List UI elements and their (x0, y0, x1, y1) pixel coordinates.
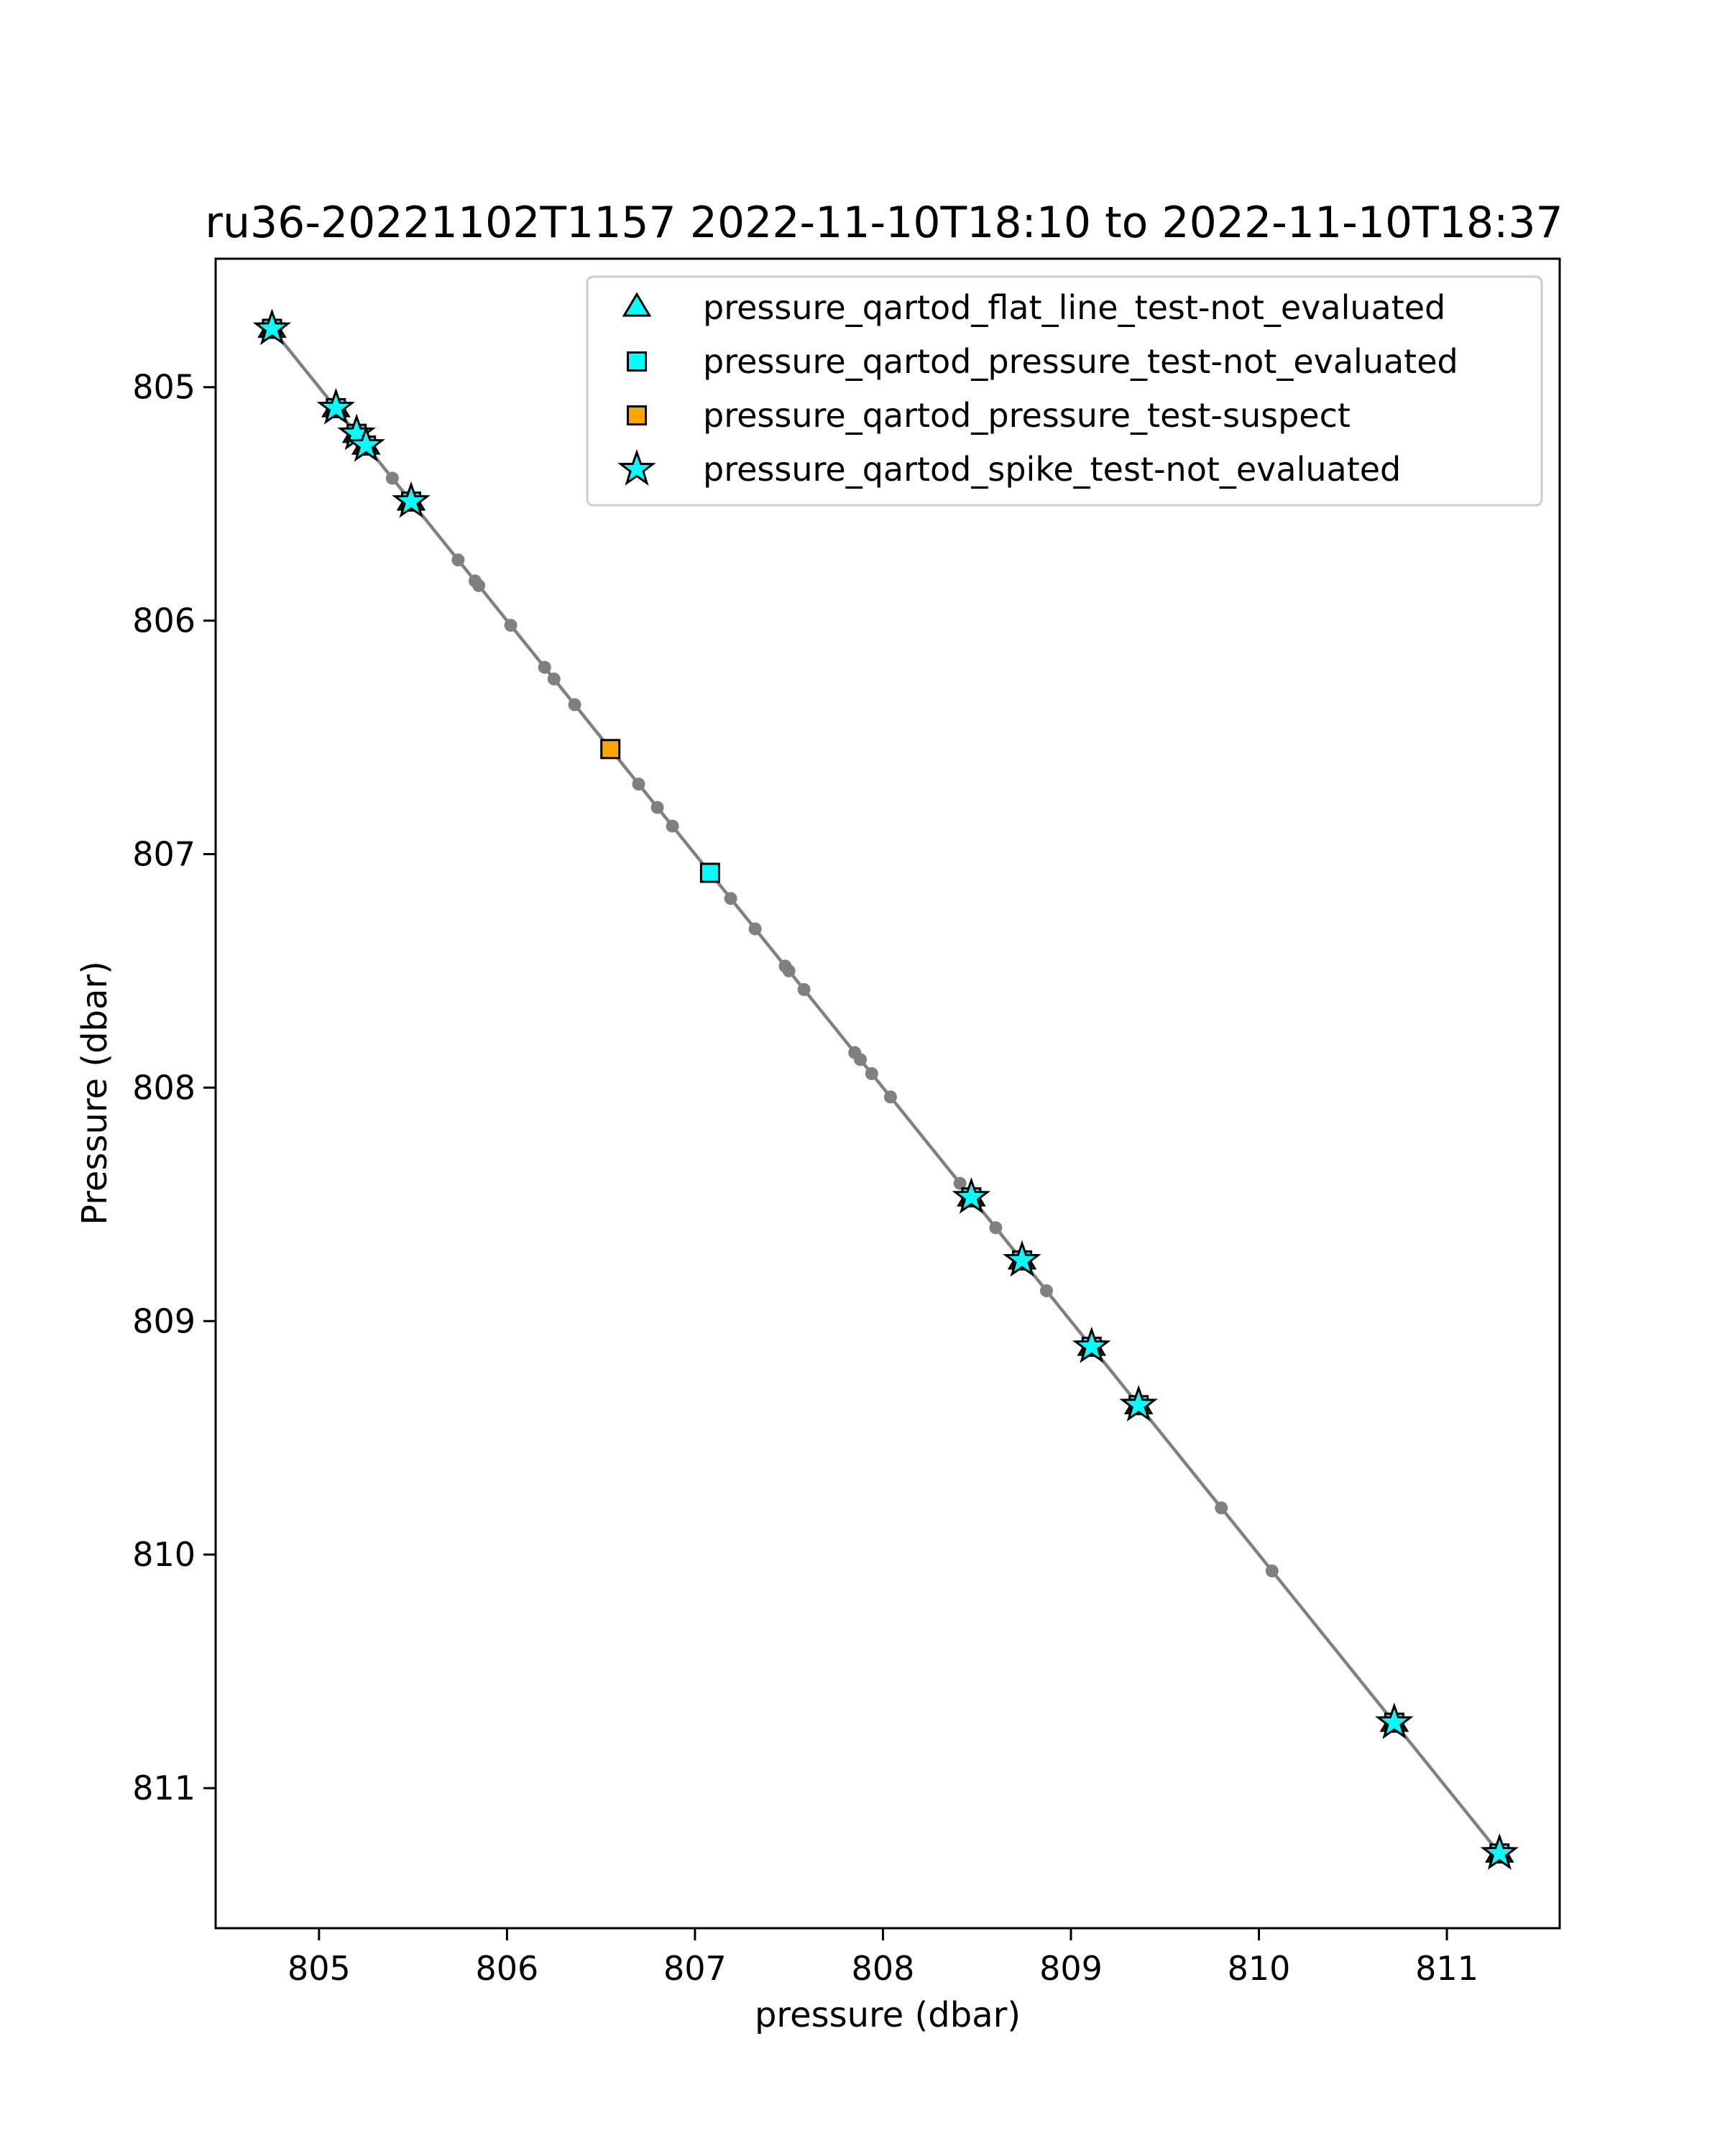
line-point (865, 1067, 878, 1080)
y-tick-label: 807 (132, 834, 196, 873)
line-point (748, 922, 762, 936)
x-tick-label: 808 (852, 1949, 915, 1988)
line-point (1040, 1284, 1053, 1298)
data-point-star (1119, 1385, 1158, 1422)
plot-area-frame (214, 257, 1561, 1930)
line-point (883, 1090, 897, 1104)
y-tick-label: 808 (132, 1068, 196, 1107)
line-point (666, 819, 679, 833)
x-tick-label: 811 (1415, 1949, 1478, 1988)
data-point-star (1072, 1326, 1111, 1363)
line-point (568, 698, 581, 711)
data-point-square (699, 862, 720, 883)
chart-title: ru36-20221102T1157 2022-11-10T18:10 to 2… (205, 198, 1563, 248)
line-point (632, 778, 645, 791)
legend-entry: pressure_qartod_pressure_test-not_evalua… (627, 342, 1458, 381)
line-point (504, 619, 518, 632)
line-point (650, 801, 664, 814)
legend-label: pressure_qartod_flat_line_test-not_evalu… (703, 288, 1445, 327)
data-point-star (252, 308, 292, 346)
x-tick-label: 810 (1228, 1949, 1291, 1988)
legend-box (586, 275, 1543, 507)
x-axis-label: pressure (dbar) (755, 1995, 1021, 2035)
data-point-star (1480, 1833, 1519, 1870)
x-tick-label: 805 (288, 1949, 351, 1988)
data-point-star (316, 387, 356, 425)
data-point-star (392, 481, 431, 518)
x-tick-label: 807 (663, 1949, 727, 1988)
legend-marker-square (627, 351, 647, 372)
line-point (1265, 1564, 1279, 1577)
line-point (989, 1221, 1003, 1235)
y-tick-label: 811 (132, 1769, 196, 1807)
x-tick-label: 809 (1039, 1949, 1103, 1988)
legend: pressure_qartod_flat_line_test-not_evalu… (586, 275, 1543, 507)
y-tick-label: 810 (132, 1535, 196, 1574)
line-point (724, 892, 737, 906)
line-point (385, 471, 399, 485)
legend-label: pressure_qartod_pressure_test-suspect (703, 396, 1351, 435)
line-point (782, 964, 796, 977)
legend-label: pressure_qartod_pressure_test-not_evalua… (703, 342, 1458, 381)
x-tick-label: 806 (475, 1949, 538, 1988)
line-point (953, 1176, 967, 1190)
y-axis: 805 806 807 808 809 810 811 (132, 368, 216, 1807)
line-point (538, 660, 551, 674)
line-point (451, 553, 465, 567)
data-point-square (600, 739, 621, 760)
legend-marker-star (617, 448, 656, 486)
data-point-star (1003, 1240, 1041, 1277)
x-axis: 805 806 807 808 809 810 811 (288, 1928, 1478, 1988)
legend-marker-square (627, 405, 647, 425)
legend-entry: pressure_qartod_pressure_test-suspect (627, 396, 1351, 435)
legend-label: pressure_qartod_spike_test-not_evaluated (703, 450, 1401, 489)
line-point (472, 579, 486, 592)
line-point (1215, 1501, 1228, 1515)
y-tick-label: 805 (132, 368, 196, 407)
y-axis-label: Pressure (dbar) (75, 961, 115, 1225)
data-point-star (346, 425, 385, 462)
marker-layer (252, 308, 1519, 1870)
series-3 (252, 308, 1519, 1870)
line-point (797, 982, 811, 996)
legend-marker-triangle (622, 292, 652, 317)
data-point-star (952, 1176, 991, 1214)
series-2 (600, 739, 621, 760)
data-point-star (1375, 1702, 1414, 1739)
line-point (547, 672, 561, 686)
legend-entry: pressure_qartod_spike_test-not_evaluated (617, 448, 1401, 489)
line-point (854, 1053, 868, 1067)
y-tick-label: 806 (132, 602, 196, 640)
y-tick-label: 809 (132, 1302, 196, 1340)
legend-entry: pressure_qartod_flat_line_test-not_evalu… (622, 288, 1445, 327)
